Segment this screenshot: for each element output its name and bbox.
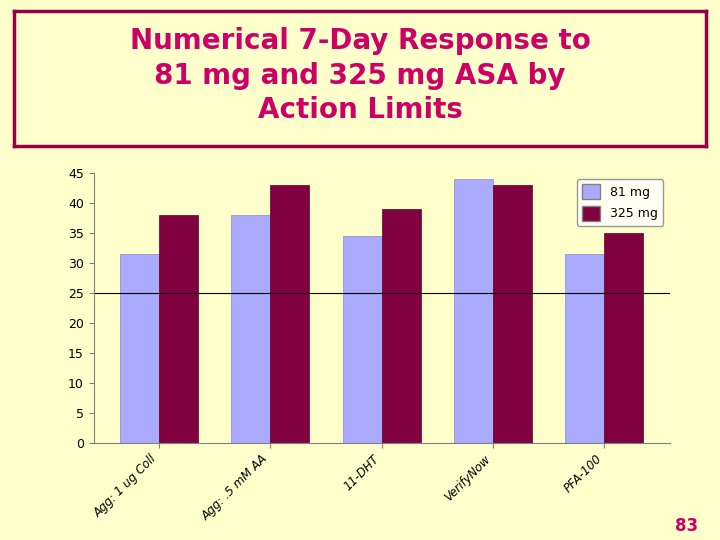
Bar xyxy=(565,254,604,443)
Bar xyxy=(382,209,420,443)
Text: Subjects Responsive to ASA by Assay Method (N = 45): Subjects Responsive to ASA by Assay Meth… xyxy=(178,182,585,195)
Bar xyxy=(159,215,198,443)
Bar xyxy=(120,254,159,443)
Text: Numerical 7-Day Response to
81 mg and 325 mg ASA by
Action Limits: Numerical 7-Day Response to 81 mg and 32… xyxy=(130,27,590,124)
Bar xyxy=(493,185,532,443)
Bar xyxy=(231,215,270,443)
Bar xyxy=(604,233,644,443)
Legend: 81 mg, 325 mg: 81 mg, 325 mg xyxy=(577,179,663,226)
Text: 83: 83 xyxy=(675,517,698,535)
Bar xyxy=(454,179,493,443)
Bar xyxy=(270,185,309,443)
Bar xyxy=(343,236,382,443)
